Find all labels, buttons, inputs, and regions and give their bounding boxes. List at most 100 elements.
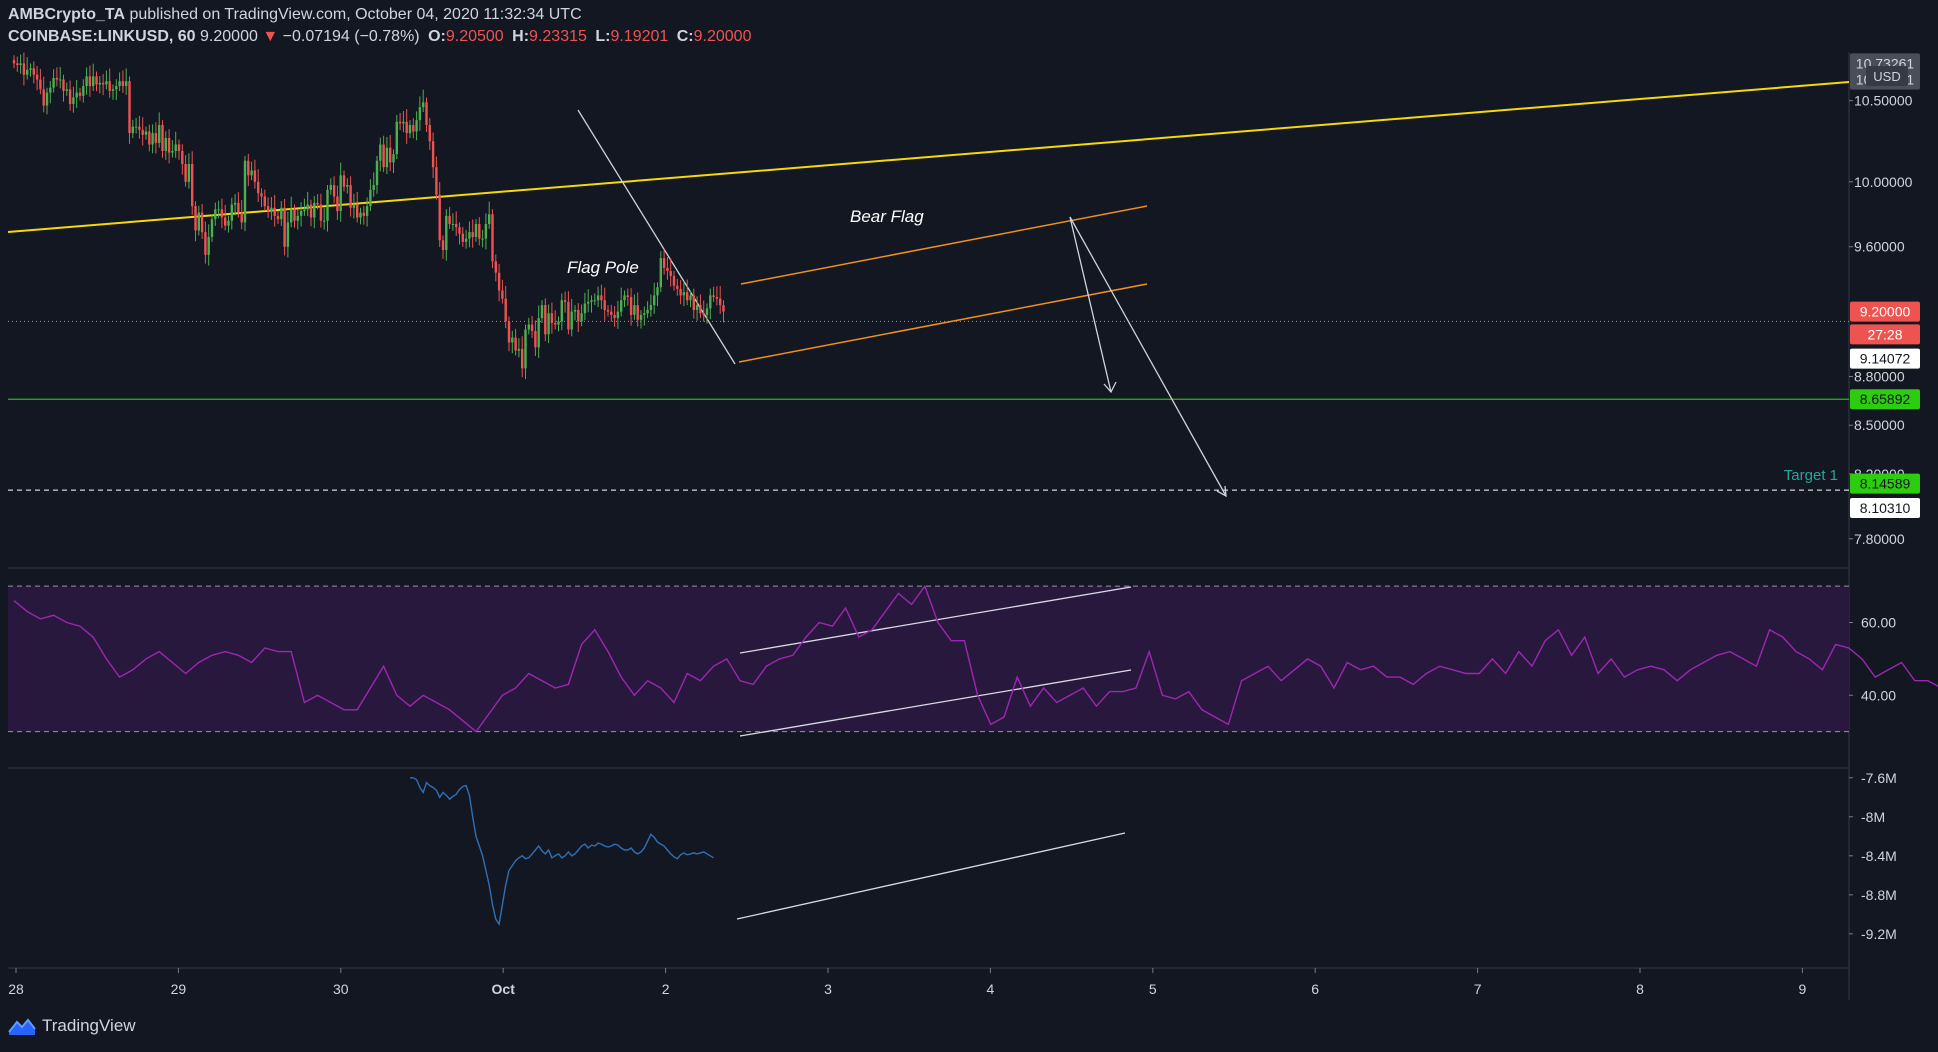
- candle: [445, 209, 448, 261]
- candle: [583, 292, 587, 321]
- candle: [45, 87, 49, 115]
- publisher-name[interactable]: AMBCrypto_TA: [8, 6, 126, 23]
- symbol-label[interactable]: COINBASE:LINKUSD, 60: [8, 28, 196, 45]
- candle: [12, 55, 16, 69]
- time-axis[interactable]: 28 29 30 Oct 2 3 4 5 6 7 8 9: [8, 968, 1807, 997]
- candle: [85, 67, 88, 95]
- price-tick-label: 9.60000: [1854, 239, 1905, 255]
- rsi-upper-trendline[interactable]: [739, 586, 1132, 654]
- candle: [606, 305, 610, 317]
- candle: [521, 336, 524, 378]
- candle: [78, 87, 82, 101]
- rsi-tick-label: 60.00: [1861, 615, 1896, 631]
- candle: [382, 135, 385, 173]
- candle: [497, 263, 501, 302]
- candle: [441, 235, 445, 259]
- candle: [458, 222, 461, 245]
- candle: [339, 162, 342, 222]
- rsi-axis[interactable]: 60.00 40.00: [1849, 615, 1896, 704]
- candle: [26, 57, 29, 80]
- price-label: 9.20000: [1850, 301, 1920, 322]
- candle: [560, 293, 563, 331]
- obv-axis[interactable]: -7.6M -8M -8.4M -8.8M -9.2M: [1849, 770, 1897, 942]
- candle: [263, 189, 266, 212]
- candle: [95, 71, 98, 92]
- candle: [709, 288, 712, 320]
- candle: [134, 117, 138, 134]
- time-tick-label: 5: [1149, 981, 1157, 997]
- candle: [52, 69, 55, 93]
- candle: [705, 303, 709, 324]
- bear-flag-lower-line[interactable]: [738, 283, 1148, 363]
- candle: [171, 140, 174, 158]
- candle: [108, 68, 111, 98]
- candle: [319, 193, 323, 228]
- candle: [115, 79, 118, 101]
- candle: [49, 80, 52, 104]
- high-label: H:: [512, 28, 530, 45]
- candle: [369, 179, 372, 212]
- candle: [283, 199, 286, 256]
- candle: [240, 199, 243, 230]
- candle: [177, 139, 181, 160]
- candle: [161, 120, 164, 158]
- candle: [494, 254, 497, 282]
- price-labels: 10.7326110.636919.2000027:289.140728.658…: [1850, 53, 1920, 518]
- candle: [197, 205, 200, 236]
- candle: [653, 282, 656, 314]
- candle: [88, 65, 92, 97]
- candle: [16, 56, 19, 72]
- rsi-lower-trendline[interactable]: [739, 669, 1132, 737]
- candle: [623, 290, 626, 308]
- candle: [253, 159, 257, 189]
- time-tick-label: 30: [333, 981, 349, 997]
- tradingview-brand[interactable]: TradingView: [8, 1016, 136, 1036]
- candle: [722, 300, 725, 323]
- candle: [563, 291, 567, 313]
- candle: [567, 291, 570, 335]
- candle: [464, 229, 468, 249]
- candle: [141, 117, 144, 146]
- tradingview-logo-icon: [8, 1018, 36, 1035]
- candle: [517, 338, 521, 358]
- flag-pole-annotation[interactable]: Flag Pole: [567, 258, 639, 277]
- candle: [22, 52, 26, 86]
- candle: [101, 74, 105, 96]
- bear-flag-annotation[interactable]: Bear Flag: [850, 207, 924, 226]
- obv-trendline[interactable]: [736, 832, 1126, 920]
- candlestick-series: [12, 52, 725, 380]
- price-label: 8.14589: [1850, 473, 1920, 494]
- candle: [55, 67, 59, 87]
- svg-text:27:28: 27:28: [1867, 326, 1902, 342]
- candle: [428, 118, 431, 151]
- candle: [590, 295, 593, 313]
- candle: [656, 282, 659, 307]
- projection-arrow-short[interactable]: [1069, 216, 1112, 393]
- candle: [316, 194, 319, 210]
- projection-arrow-long[interactable]: [1069, 216, 1227, 497]
- target-label: Target 1: [1784, 467, 1838, 484]
- candle: [296, 209, 299, 230]
- candle: [686, 279, 689, 306]
- time-tick-label: 28: [8, 981, 24, 997]
- candle: [524, 324, 527, 380]
- candle: [32, 61, 35, 84]
- candle: [138, 115, 141, 139]
- candle: [125, 68, 128, 95]
- candle: [550, 302, 554, 334]
- price-tick-label: 7.80000: [1854, 531, 1905, 547]
- bear-flag-upper-line[interactable]: [740, 205, 1148, 285]
- candle: [98, 76, 101, 94]
- candle: [65, 82, 68, 96]
- candle: [286, 211, 290, 258]
- flag-pole-line[interactable]: [577, 109, 736, 365]
- time-tick-label: 7: [1474, 981, 1482, 997]
- candle: [19, 54, 22, 74]
- candle: [194, 201, 197, 242]
- candle: [488, 201, 491, 229]
- currency-badge[interactable]: USD: [1866, 66, 1908, 86]
- candle: [68, 80, 72, 111]
- candle: [719, 285, 722, 314]
- candle: [682, 281, 686, 307]
